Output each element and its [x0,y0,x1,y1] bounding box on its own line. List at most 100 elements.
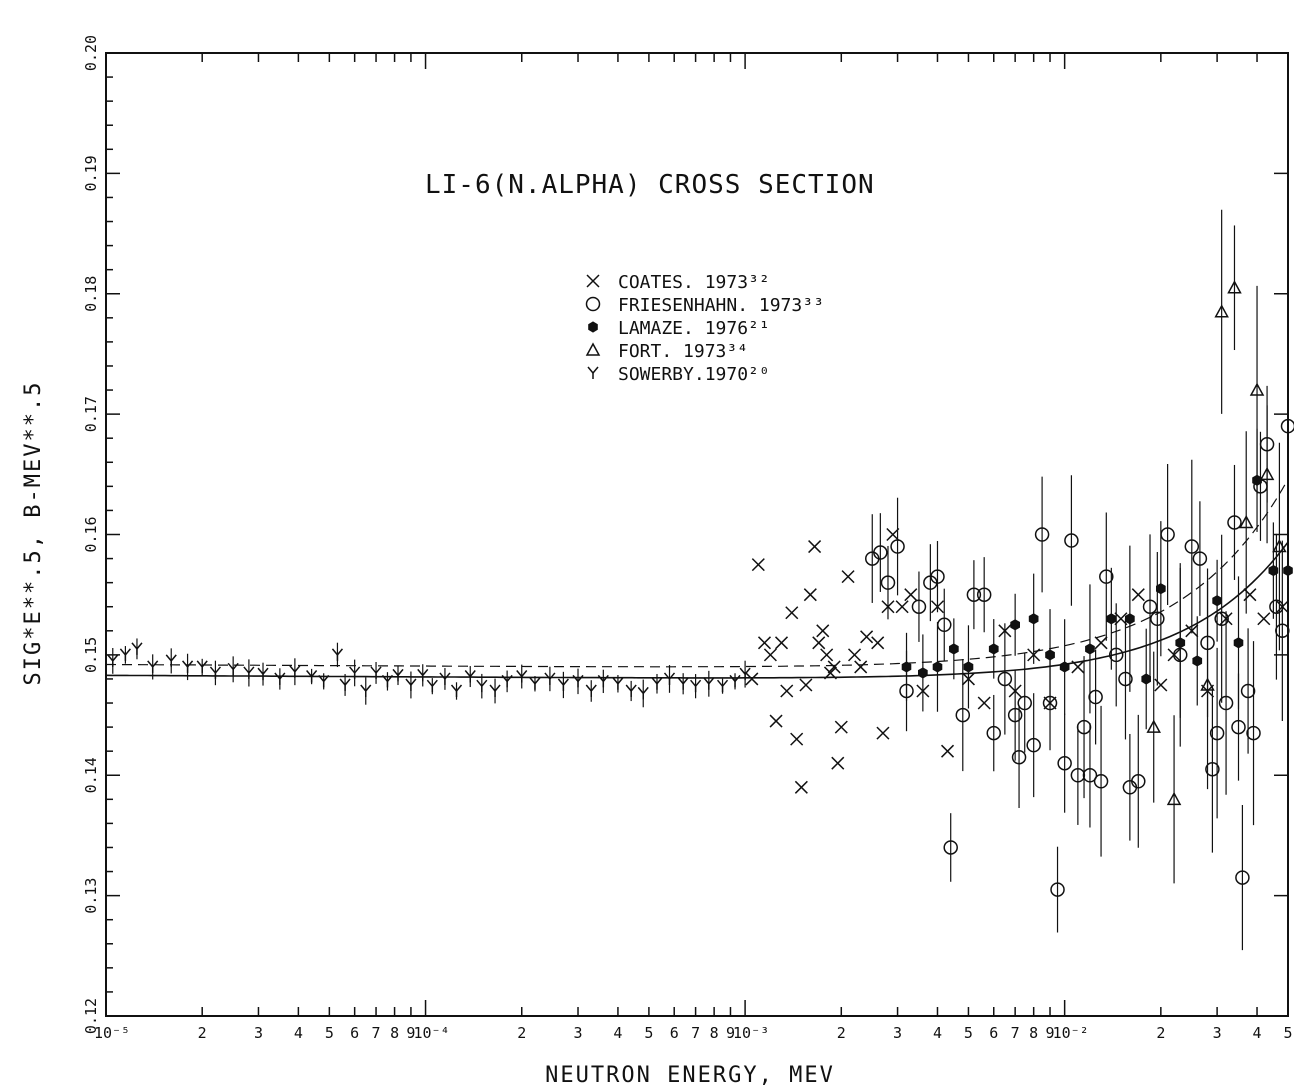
sowerby-marker-stroke [431,679,438,687]
sowerby-marker-stroke [734,674,741,682]
x-tick-label: 5 [964,1024,973,1042]
y-tick-label: 0.15 [82,637,100,673]
y-tick-label: 0.18 [82,276,100,312]
lamaze-marker [988,643,999,655]
fit-curves [105,479,1289,679]
friesenhahn-marker [1280,418,1294,434]
friesenhahn-marker [1218,695,1234,711]
sowerby-marker-stroke [562,678,569,686]
sowerby-marker-stroke [744,667,751,675]
coates-marker-stroke [860,630,874,644]
y-tick-label: 0.17 [82,396,100,432]
lamaze-marker [1212,595,1222,607]
sowerby-marker-stroke [201,660,208,668]
y-tick-label: 0.13 [82,878,100,914]
lamaze-marker [1059,661,1070,673]
sowerby-marker-stroke [469,670,476,678]
sowerby-marker-stroke [481,679,488,687]
series-triangle [1146,209,1287,884]
sowerby-marker-stroke [617,677,624,685]
coates-marker-stroke [823,666,838,680]
sowerby-marker-stroke [534,677,541,685]
sowerby-marker-stroke [360,684,367,692]
sowerby-marker-stroke [289,665,296,673]
x-tick-label: 8 [1029,1024,1038,1042]
friesenhahn-marker [1192,551,1208,566]
legend-label: FORT. 1973³⁴ [618,341,748,362]
sowerby-marker-stroke [274,672,281,680]
series-y [107,638,751,708]
friesenhahn-marker [1142,599,1158,614]
coates-marker-stroke [769,714,783,728]
legend-item: LAMAZE. 1976²¹ [588,318,770,339]
lamaze-marker [1175,637,1186,649]
coates-marker-stroke [794,780,808,794]
lamaze-marker [1192,655,1203,667]
coates-marker-stroke [841,570,855,584]
sowerby-marker-stroke [417,668,424,676]
sowerby-marker-stroke [214,666,221,674]
coates-marker-stroke [1131,588,1145,602]
sowerby-marker-stroke [501,674,508,682]
sowerby-marker-stroke [311,670,318,678]
lamaze-marker [932,661,943,673]
fort-marker [1238,514,1254,529]
friesenhahn-marker [1235,870,1250,885]
friesenhahn-marker [966,587,982,602]
friesenhahn-marker [1057,755,1072,771]
friesenhahn-marker [1050,882,1065,897]
lamaze-marker [901,661,912,673]
coates-marker-stroke [854,660,868,674]
sowerby-marker-stroke [370,666,377,674]
sowerby-marker-stroke [422,668,429,676]
sowerby-marker-stroke [455,684,463,692]
x-tick-label: 4 [1253,1024,1262,1042]
sowerby-marker-stroke [577,674,584,682]
lamaze-marker [963,661,974,673]
friesenhahn-marker [1108,647,1124,663]
sowerby-marker-stroke [521,670,528,678]
friesenhahn-marker [1088,689,1103,705]
friesenhahn-marker [997,671,1013,687]
coates-marker-stroke [1257,612,1271,626]
lamaze-marker [1233,637,1244,649]
friesenhahn-marker [1017,695,1032,711]
coates-marker-stroke [790,732,804,746]
sowerby-marker-stroke [439,672,446,680]
lamaze-marker [588,321,598,333]
fort-marker [1146,719,1161,733]
axis-ticks: 0.12 0.13 0.14 0.15 0.16 0.17 0.18 0.19 0.20 10⁻⁵… [82,35,1293,1042]
fort-marker [1259,466,1275,481]
legend-item: FRIESENHAHN. 1973³³ [585,295,824,316]
friesenhahn-marker [1227,515,1242,530]
legend-item: FORT. 1973³⁴ [585,341,748,362]
coates-marker-stroke [1071,660,1085,674]
friesenhahn-marker [1246,725,1261,741]
sowerby-marker-stroke [375,666,382,674]
friesenhahn-marker [1231,719,1246,735]
sowerby-marker-stroke [181,660,189,668]
friesenhahn-marker [911,599,927,614]
sowerby-marker-stroke [506,674,513,682]
coates-marker-stroke [763,648,777,662]
x-tick-label: 4 [613,1024,622,1042]
sowerby-marker-stroke [677,677,684,685]
friesenhahn-marker [1275,623,1290,639]
legend-label: SOWERBY.1970²⁰ [618,364,770,385]
sowerby-marker-stroke [186,660,194,668]
sowerby-marker-stroke [262,667,269,675]
x-tick-label: 2 [837,1024,846,1042]
y-axis-label: SIG*E**.5, B-MEV**.5 [21,381,46,686]
fort-marker [1200,677,1215,691]
sowerby-marker-stroke [170,654,177,662]
coates-marker-stroke [1154,678,1168,692]
friesenhahn-marker [930,569,945,584]
coates-marker-stroke [820,648,834,662]
x-tick-label: 8 [390,1024,399,1042]
friesenhahn-marker [1240,683,1256,699]
sowerby-marker-stroke [279,672,286,680]
sowerby-marker-stroke [668,672,676,680]
friesenhahn-marker [1205,761,1220,777]
y-tick-label: 0.20 [82,35,100,71]
